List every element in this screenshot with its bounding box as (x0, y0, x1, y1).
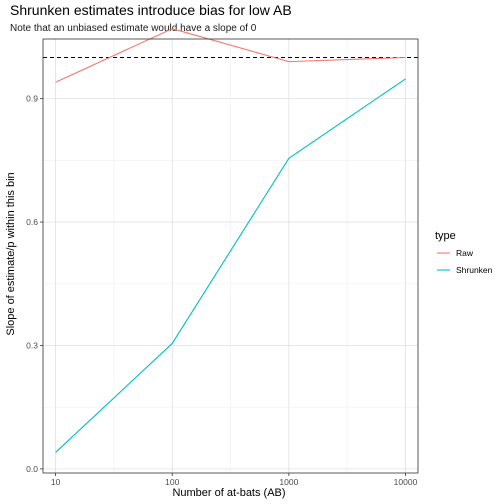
series-line-shrunken (55, 78, 406, 453)
legend-label-raw: Raw (456, 248, 474, 258)
series-layer (55, 28, 406, 453)
y-axis: 0.0 0.3 0.6 0.9 (26, 94, 43, 474)
series-line-raw (55, 28, 406, 83)
y-axis-title: Slope of estimate/p within this bin (5, 172, 17, 335)
x-tick-label: 1000 (279, 477, 298, 487)
x-tick-label: 100 (165, 477, 179, 487)
x-axis: 10 100 1000 10000 (51, 473, 418, 487)
legend-title: type (435, 230, 456, 242)
y-tick-label: 0.9 (26, 94, 38, 104)
x-axis-title: Number of at-bats (AB) (172, 487, 285, 499)
y-tick-label: 0.3 (26, 340, 38, 350)
y-tick-label: 0.0 (26, 464, 38, 474)
chart-subtitle: Note that an unbiased estimate would hav… (10, 23, 257, 34)
plot-panel-border (42, 38, 419, 474)
y-tick-label: 0.6 (26, 217, 38, 227)
x-tick-label: 10 (51, 477, 61, 487)
grid-major (43, 39, 418, 473)
legend: type Raw Shrunken (435, 230, 493, 279)
grid-minor (43, 39, 418, 473)
legend-label-shrunken: Shrunken (456, 265, 493, 275)
chart-title: Shrunken estimates introduce bias for lo… (10, 2, 292, 18)
x-tick-label: 10000 (394, 477, 418, 487)
